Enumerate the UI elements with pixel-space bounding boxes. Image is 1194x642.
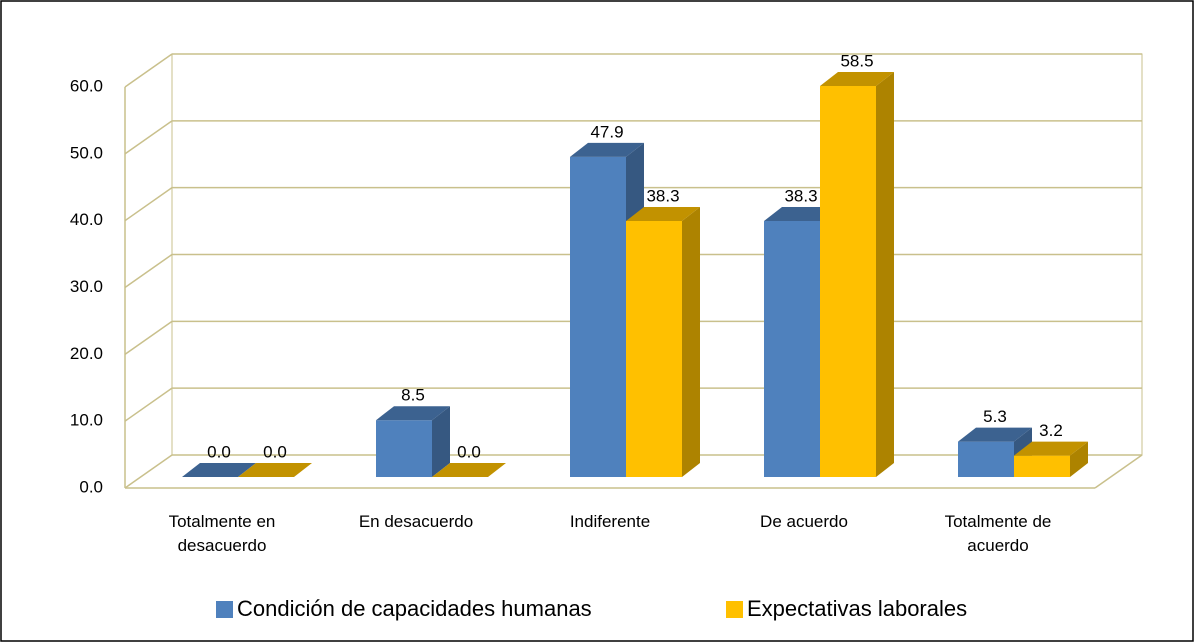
bar-front	[626, 221, 682, 477]
x-tick-label: Indiferente	[569, 512, 651, 531]
bar	[238, 463, 312, 477]
value-label: 0.0	[207, 442, 231, 461]
grid-line-side	[124, 53, 173, 88]
y-tick-label: 20.0	[70, 344, 103, 363]
x-tick-label: Totalmente en desacuerdo	[168, 512, 276, 555]
value-label: 38.3	[784, 187, 817, 206]
value-label: 0.0	[457, 442, 481, 461]
bar-front	[764, 221, 820, 477]
bar-top	[764, 207, 838, 222]
y-tick-label: 40.0	[70, 210, 103, 229]
bar	[376, 406, 450, 477]
grid-line-side	[124, 120, 173, 155]
grid-line-side	[124, 387, 173, 422]
bar-front	[958, 441, 1014, 477]
value-label: 0.0	[263, 442, 287, 461]
bar-front	[376, 420, 432, 477]
value-label: 58.5	[840, 52, 873, 71]
value-label: 47.9	[590, 122, 623, 141]
grid-line-side	[124, 187, 173, 222]
bar	[1014, 441, 1088, 477]
x-tick-label: De acuerdo	[760, 512, 848, 531]
value-label: 3.2	[1039, 421, 1063, 440]
floor-right	[1094, 454, 1143, 489]
y-tick-label: 30.0	[70, 277, 103, 296]
bar	[626, 207, 700, 478]
bar-top	[376, 406, 450, 421]
grid-line-side	[124, 320, 173, 355]
bar-front	[820, 86, 876, 478]
legend-swatch	[216, 601, 233, 618]
bar	[182, 463, 256, 477]
legend-label: Condición de capacidades humanas	[237, 596, 592, 621]
bar	[432, 463, 506, 477]
bar-top	[626, 207, 700, 222]
bar	[820, 72, 894, 478]
value-label: 38.3	[646, 187, 679, 206]
y-tick-label: 50.0	[70, 143, 103, 162]
grid-line-side	[124, 454, 173, 489]
bar-side	[1070, 441, 1088, 477]
legend-swatch	[726, 601, 743, 618]
bar-top	[958, 427, 1032, 442]
bar-side	[432, 406, 450, 477]
bar-top	[570, 142, 644, 157]
bar-front	[570, 156, 626, 477]
bar-front	[1014, 455, 1070, 477]
bar-top	[182, 463, 256, 477]
bar-side	[682, 207, 700, 478]
x-tick-label: En desacuerdo	[358, 512, 474, 531]
value-label: 5.3	[983, 407, 1007, 426]
y-tick-label: 60.0	[70, 76, 103, 95]
value-label: 8.5	[401, 386, 425, 405]
bar-top	[238, 463, 312, 477]
bar-top	[1014, 441, 1088, 456]
bar-side	[876, 72, 894, 478]
legend-label: Expectativas laborales	[747, 596, 967, 621]
grid-line-side	[124, 253, 173, 289]
bar-top	[820, 72, 894, 87]
x-tick-label: Totalmente de acuerdo	[944, 512, 1052, 555]
bar-top	[432, 463, 506, 477]
y-tick-label: 10.0	[70, 411, 103, 430]
y-tick-label: 0.0	[79, 477, 103, 496]
